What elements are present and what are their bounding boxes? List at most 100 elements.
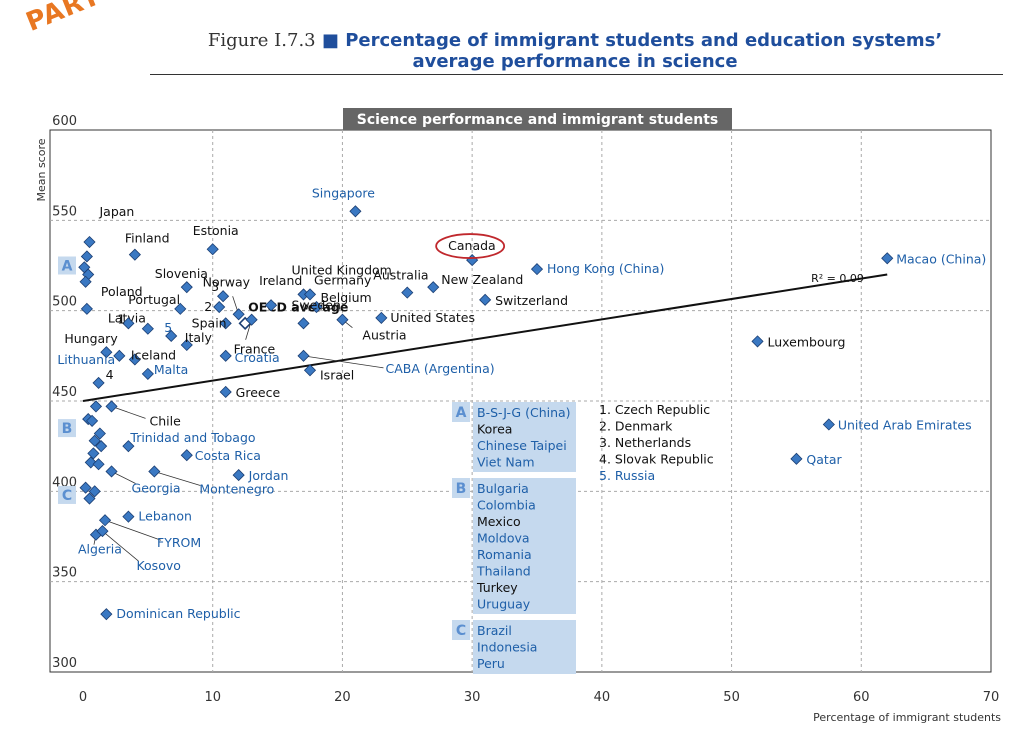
group-box-item: Moldova (477, 531, 530, 546)
x-tick-label: 30 (464, 690, 481, 705)
point-united-states-label: United States (390, 310, 475, 325)
point-lithuania-label: Lithuania (57, 352, 115, 367)
point-groupA (80, 250, 93, 263)
point-new-zealand-label: New Zealand (441, 272, 523, 287)
group-box-item: Uruguay (477, 597, 531, 612)
cluster-tag-box (58, 485, 76, 504)
point-groupB (86, 414, 99, 427)
point-dominican-republic-label: Dominican Republic (116, 606, 240, 621)
point-switzerland (479, 293, 492, 306)
point-georgia-label: Georgia (132, 480, 181, 495)
point-groupB (92, 458, 105, 471)
point-ireland (265, 299, 278, 312)
point-georgia (105, 465, 118, 478)
point-lithuania (113, 349, 126, 362)
point-iceland-label: Iceland (131, 347, 176, 362)
point-montenegro (148, 465, 161, 478)
point-trinidad-and-tobago (122, 440, 135, 453)
cluster-tag-box (58, 256, 76, 275)
point-hong-kong-china-label: Hong Kong (China) (547, 261, 664, 276)
point-greece (219, 385, 232, 399)
point-4-label: 4 (106, 367, 114, 382)
numbered-legend-item: 1. Czech Republic (599, 402, 710, 417)
point-1-label: 1 (117, 311, 125, 326)
point-malta-label: Malta (154, 362, 188, 377)
point-united-kingdom-label: United Kingdom (292, 262, 392, 277)
figure-title: Figure I.7.3 ■ Percentage of immigrant s… (150, 30, 1000, 72)
y-tick-label: 550 (52, 204, 77, 219)
point-norway-label: Norway (203, 274, 251, 289)
point-portugal-label: Portugal (128, 292, 180, 307)
group-box-item: Thailand (476, 564, 531, 579)
point-spain-label: Spain (192, 315, 227, 330)
group-box-item: Peru (477, 656, 505, 671)
group-box-item: Brazil (477, 623, 512, 638)
y-tick-label: 500 (52, 295, 77, 310)
y-tick-label: 450 (52, 385, 77, 400)
point-slovenia-label: Slovenia (155, 266, 208, 281)
x-tick-label: 50 (723, 690, 740, 705)
group-box-letter: B (456, 481, 467, 497)
leader-line (303, 355, 384, 369)
point-groupB (93, 427, 106, 440)
group-box-item: Colombia (477, 498, 536, 513)
y-tick-label: 300 (52, 656, 77, 671)
point-costa-rica (180, 449, 193, 462)
group-box-item: Turkey (476, 580, 518, 595)
point-australia-label: Australia (373, 268, 428, 283)
group-box-tag (452, 620, 470, 640)
point-latvia-label: Latvia (108, 311, 146, 326)
group-box-panel (473, 402, 576, 472)
leader-line (111, 406, 146, 419)
x-tick-label: 70 (983, 690, 1000, 705)
group-box-panel (473, 620, 576, 674)
cluster-tag-letter: A (62, 259, 73, 275)
point-croatia (219, 349, 232, 362)
point-groupB (88, 434, 101, 447)
point-finland-label: Finland (125, 231, 170, 246)
point-costa-rica-label: Costa Rica (195, 448, 261, 463)
point-hungary-label: Hungary (64, 331, 118, 346)
leader-line (154, 471, 201, 486)
point-dominican-republic (100, 608, 113, 621)
point-chile (105, 400, 118, 413)
point-montenegro-label: Montenegro (199, 481, 274, 496)
point-switzerland-label: Switzerland (495, 293, 568, 308)
point-fyrom-label: FYROM (157, 535, 201, 550)
point-luxembourg (751, 335, 764, 348)
point-austria (336, 313, 349, 326)
point-united-arab-emirates-label: United Arab Emirates (838, 417, 972, 432)
r-squared-label: R² = 0.09 (811, 272, 864, 285)
point-2-label: 2 (204, 299, 212, 314)
x-tick-label: 20 (334, 690, 351, 705)
x-tick-label: 10 (204, 690, 221, 705)
point-3 (217, 290, 230, 303)
point-japan-label: Japan (98, 204, 134, 219)
group-box-tag (452, 402, 470, 422)
point-germany (303, 288, 317, 301)
point-portugal (174, 302, 187, 315)
numbered-legend-item: 2. Denmark (599, 419, 673, 434)
point-austria-label: Austria (362, 328, 406, 343)
point-groupB (89, 400, 103, 413)
x-tick-label: 60 (853, 690, 870, 705)
point-caba-argentina-label: CABA (Argentina) (386, 361, 495, 376)
point-algeria-label: Algeria (78, 542, 122, 557)
point-france-label: France (234, 342, 276, 357)
point-malta (141, 367, 154, 380)
point-hong-kong-china (530, 263, 544, 276)
point-jordan (232, 469, 245, 482)
point-greece-label: Greece (236, 385, 281, 400)
title-divider (150, 74, 1003, 75)
point-hungary (100, 346, 113, 359)
trend-line (82, 273, 888, 402)
point-croatia-label: Croatia (235, 350, 280, 365)
point-italy (180, 338, 193, 352)
group-box-item: Romania (477, 547, 532, 562)
figure-number: Figure I.7.3 (207, 30, 316, 51)
point-4 (92, 376, 105, 389)
y-axis-label: Mean score (35, 138, 48, 201)
point-italy-label: Italy (185, 330, 213, 345)
highlight-circle (435, 233, 506, 259)
